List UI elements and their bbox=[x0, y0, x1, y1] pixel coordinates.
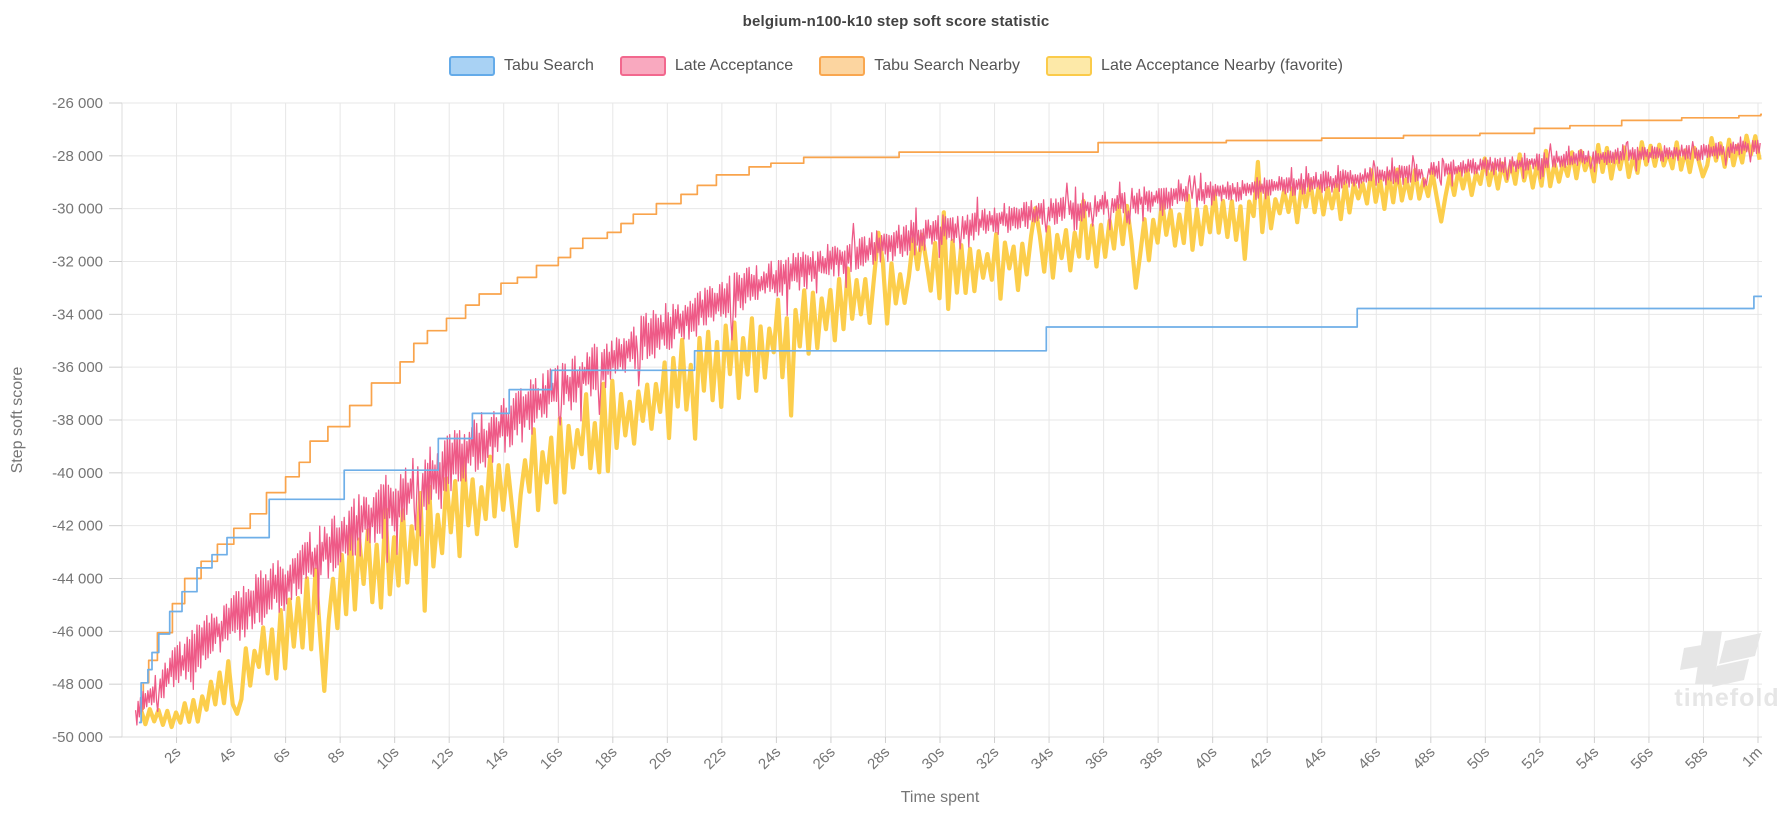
svg-text:8s: 8s bbox=[325, 744, 348, 767]
legend-label: Tabu Search Nearby bbox=[874, 57, 1021, 74]
legend-swatch-icon bbox=[819, 56, 866, 76]
x-axis-title: Time spent bbox=[901, 789, 980, 806]
timefold-logo-icon bbox=[1719, 633, 1761, 664]
legend-swatch-icon bbox=[449, 56, 496, 76]
svg-text:-48 000: -48 000 bbox=[52, 676, 103, 693]
svg-text:-38 000: -38 000 bbox=[52, 412, 103, 429]
svg-text:46s: 46s bbox=[1355, 744, 1384, 773]
svg-text:14s: 14s bbox=[482, 744, 511, 773]
svg-text:18s: 18s bbox=[592, 744, 621, 773]
legend-label: Tabu Search bbox=[504, 57, 594, 74]
svg-text:30s: 30s bbox=[919, 744, 948, 773]
svg-text:44s: 44s bbox=[1300, 744, 1329, 773]
legend-label: Late Acceptance Nearby (favorite) bbox=[1101, 57, 1343, 74]
timefold-logo-icon bbox=[1712, 659, 1749, 687]
svg-text:-36 000: -36 000 bbox=[52, 359, 103, 376]
svg-text:58s: 58s bbox=[1682, 744, 1711, 773]
legend-item-1[interactable]: Late Acceptance bbox=[619, 56, 794, 76]
tick-marks bbox=[109, 102, 1759, 743]
svg-text:40s: 40s bbox=[1191, 744, 1220, 773]
legend-item-0[interactable]: Tabu Search bbox=[449, 56, 594, 76]
svg-text:-40 000: -40 000 bbox=[52, 465, 103, 482]
svg-text:-28 000: -28 000 bbox=[52, 148, 103, 165]
svg-text:54s: 54s bbox=[1573, 744, 1602, 773]
series-lines bbox=[134, 113, 1762, 730]
timefold-logo-icon bbox=[1680, 645, 1702, 670]
svg-text:56s: 56s bbox=[1628, 744, 1657, 773]
series-line-2 bbox=[140, 113, 1762, 711]
svg-text:50s: 50s bbox=[1464, 744, 1493, 773]
svg-text:26s: 26s bbox=[810, 744, 839, 773]
series-line-1 bbox=[134, 136, 1761, 726]
svg-text:48s: 48s bbox=[1410, 744, 1439, 773]
timefold-watermark: timefold bbox=[1674, 631, 1779, 712]
legend-item-2[interactable]: Tabu Search Nearby bbox=[819, 56, 1020, 76]
legend-label: Late Acceptance bbox=[674, 57, 794, 74]
y-axis-title: Step soft score bbox=[9, 367, 26, 474]
svg-text:20s: 20s bbox=[646, 744, 675, 773]
svg-text:16s: 16s bbox=[537, 744, 566, 773]
svg-text:22s: 22s bbox=[701, 744, 730, 773]
legend: Tabu Search Late Acceptance Tabu Search Ne… bbox=[0, 56, 1792, 76]
svg-text:52s: 52s bbox=[1519, 744, 1548, 773]
svg-text:6s: 6s bbox=[270, 744, 293, 767]
svg-text:-32 000: -32 000 bbox=[52, 254, 103, 271]
svg-text:-42 000: -42 000 bbox=[52, 518, 103, 535]
gridlines bbox=[121, 102, 1762, 738]
svg-text:-46 000: -46 000 bbox=[52, 623, 103, 640]
svg-text:-26 000: -26 000 bbox=[52, 95, 103, 112]
svg-text:-44 000: -44 000 bbox=[52, 571, 103, 588]
timefold-logo-icon bbox=[1695, 631, 1722, 684]
legend-swatch-icon bbox=[1046, 56, 1093, 76]
svg-text:2s: 2s bbox=[161, 744, 184, 767]
svg-text:42s: 42s bbox=[1246, 744, 1275, 773]
y-axis-tick-labels: -26 000 -28 000 -30 000 -32 000 -34 000 -36 0… bbox=[52, 95, 103, 746]
legend-swatch-icon bbox=[619, 56, 666, 76]
svg-text:4s: 4s bbox=[216, 744, 239, 767]
svg-text:-34 000: -34 000 bbox=[52, 306, 103, 323]
x-axis-tick-labels: 2s 4s 6s 8s 10s 12s 14s 16s 18s 20s 22s 24s 26s 28s 30… bbox=[161, 744, 1766, 773]
svg-text:-50 000: -50 000 bbox=[52, 729, 103, 746]
svg-text:-30 000: -30 000 bbox=[52, 201, 103, 218]
svg-text:38s: 38s bbox=[1137, 744, 1166, 773]
svg-text:28s: 28s bbox=[864, 744, 893, 773]
svg-text:34s: 34s bbox=[1028, 744, 1057, 773]
svg-text:10s: 10s bbox=[373, 744, 402, 773]
series-line-3 bbox=[139, 133, 1762, 730]
svg-text:12s: 12s bbox=[428, 744, 457, 773]
watermark-text: timefold bbox=[1674, 684, 1779, 712]
svg-text:32s: 32s bbox=[973, 744, 1002, 773]
svg-text:1m: 1m bbox=[1739, 744, 1766, 771]
series-line-0 bbox=[138, 295, 1762, 724]
chart-title: belgium-n100-k10 step soft score statist… bbox=[742, 13, 1050, 30]
svg-text:36s: 36s bbox=[1082, 744, 1111, 773]
legend-item-3[interactable]: Late Acceptance Nearby (favorite) bbox=[1046, 56, 1343, 76]
svg-text:24s: 24s bbox=[755, 744, 784, 773]
